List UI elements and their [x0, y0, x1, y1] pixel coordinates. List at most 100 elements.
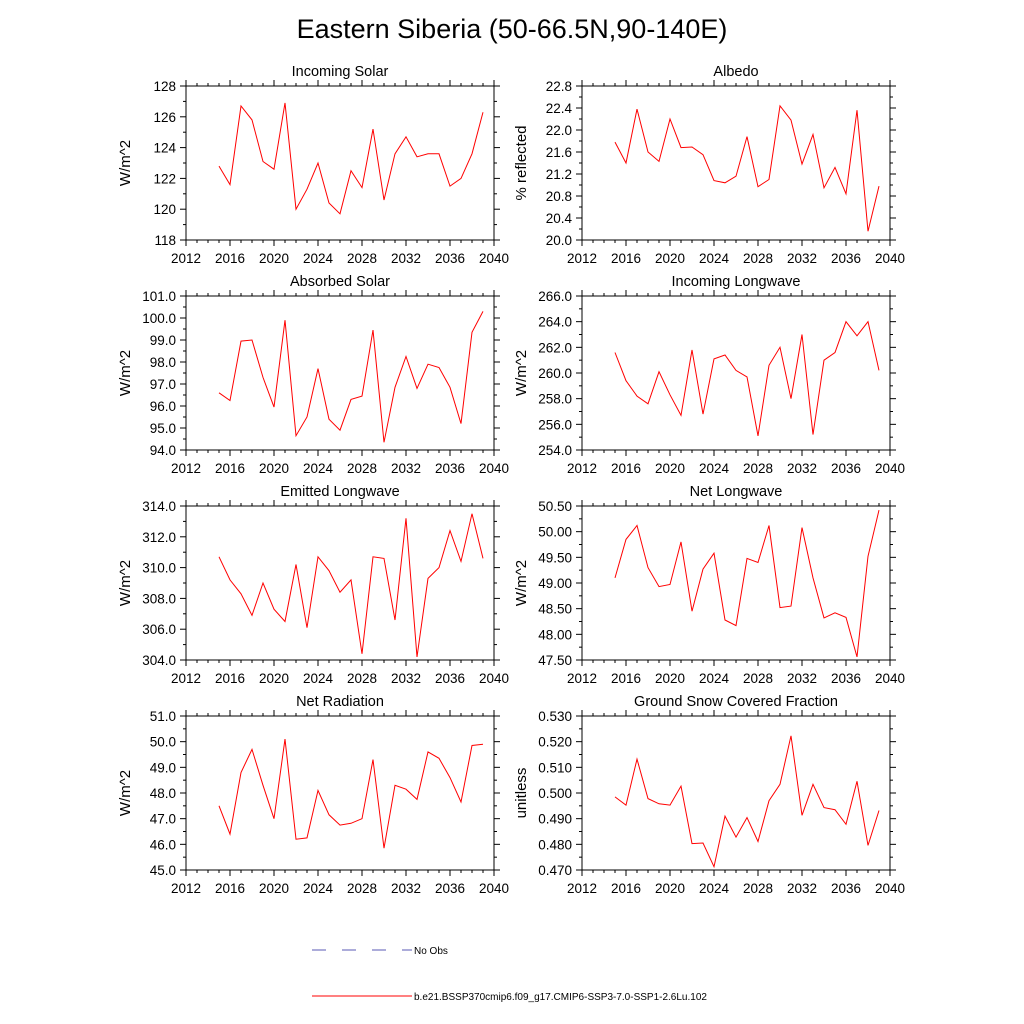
y-tick-label: 304.0	[142, 653, 176, 668]
x-tick-label: 2036	[435, 671, 465, 686]
y-tick-label: 258.0	[538, 392, 572, 407]
panel-2: Albedo % reflected 2012 2016 2020 2024 2028 203…	[513, 64, 905, 266]
x-tick-label: 2012	[567, 671, 597, 686]
x-tick-label: 2040	[479, 461, 509, 476]
y-axis-label: % reflected	[513, 125, 530, 200]
x-tick-label: 2036	[831, 251, 861, 266]
y-tick-label: 47.50	[538, 653, 572, 668]
x-tick-label: 2040	[479, 881, 509, 896]
y-tick-label: 47.0	[150, 812, 176, 827]
panel-title: Emitted Longwave	[280, 484, 399, 500]
x-tick-label: 2016	[215, 881, 245, 896]
panel-title: Absorbed Solar	[290, 274, 390, 290]
x-tick-label: 2036	[435, 251, 465, 266]
x-tick-label: 2024	[303, 671, 334, 686]
x-tick-label: 2024	[699, 671, 730, 686]
x-tick-label: 2012	[171, 461, 201, 476]
x-tick-label: 2032	[787, 461, 817, 476]
y-tick-label: 50.0	[150, 735, 176, 750]
y-tick-label: 21.6	[546, 145, 572, 160]
x-tick-label: 2024	[303, 461, 334, 476]
y-tick-label: 20.8	[546, 189, 572, 204]
y-tick-label: 22.0	[546, 123, 572, 138]
x-tick-label: 2024	[699, 251, 730, 266]
legend-obs-label: No Obs	[414, 946, 448, 957]
y-axis-label: W/m^2	[117, 140, 134, 186]
x-tick-label: 2028	[743, 881, 773, 896]
y-tick-label: 0.510	[538, 760, 572, 775]
x-tick-label: 2012	[171, 251, 201, 266]
y-axis-label: W/m^2	[117, 770, 134, 816]
panel-4: Incoming Longwave W/m^2 2012 2016 2020 2024 20…	[513, 274, 905, 476]
plot-frame	[581, 85, 891, 241]
panel-title: Ground Snow Covered Fraction	[634, 694, 838, 710]
x-tick-label: 2028	[743, 671, 773, 686]
x-tick-label: 2012	[567, 881, 597, 896]
x-tick-label: 2012	[171, 881, 201, 896]
x-tick-label: 2032	[391, 461, 421, 476]
x-tick-label: 2016	[611, 881, 641, 896]
x-tick-label: 2020	[655, 461, 685, 476]
x-tick-label: 2036	[435, 881, 465, 896]
y-tick-label: 98.0	[150, 355, 176, 370]
y-tick-label: 20.0	[546, 233, 572, 248]
y-tick-label: 0.530	[538, 709, 572, 724]
panel-3: Absorbed Solar W/m^2 2012 2016 2020 2024 2028 2…	[117, 274, 509, 476]
plot-frame	[185, 85, 495, 241]
x-tick-label: 2040	[875, 461, 905, 476]
y-tick-label: 262.0	[538, 340, 572, 355]
series-line	[218, 739, 484, 849]
y-tick-label: 126	[153, 110, 176, 125]
y-axis-label: W/m^2	[513, 560, 530, 606]
y-tick-label: 124	[153, 141, 176, 156]
y-tick-label: 22.4	[546, 101, 573, 116]
x-tick-label: 2020	[259, 671, 289, 686]
x-tick-label: 2016	[215, 251, 245, 266]
x-tick-label: 2028	[347, 671, 377, 686]
x-tick-label: 2020	[655, 881, 685, 896]
y-tick-label: 306.0	[142, 622, 176, 637]
panel-title: Incoming Solar	[292, 64, 389, 80]
y-axis-label: W/m^2	[513, 350, 530, 396]
series-line	[218, 311, 484, 443]
panel-title: Albedo	[713, 64, 758, 80]
plot-frame	[581, 715, 891, 871]
plot-frame	[581, 295, 891, 451]
panel-1: Incoming Solar W/m^2 2012 2016 2020 2024 2028 2…	[117, 64, 509, 266]
series-line	[614, 320, 880, 436]
y-tick-label: 97.0	[150, 377, 176, 392]
y-tick-label: 0.490	[538, 812, 572, 827]
x-tick-label: 2036	[831, 881, 861, 896]
x-tick-label: 2032	[391, 671, 421, 686]
legend-model-label: b.e21.BSSP370cmip6.f09_g17.CMIP6-SSP3-7.…	[414, 992, 707, 1003]
x-tick-label: 2036	[831, 671, 861, 686]
y-tick-label: 48.50	[538, 602, 572, 617]
series-line	[614, 104, 880, 232]
x-tick-label: 2024	[303, 251, 334, 266]
x-tick-label: 2024	[303, 881, 334, 896]
y-tick-label: 46.0	[150, 837, 176, 852]
plot-frame	[185, 715, 495, 871]
x-tick-label: 2032	[787, 881, 817, 896]
y-tick-label: 49.00	[538, 576, 572, 591]
y-tick-label: 0.470	[538, 863, 572, 878]
y-tick-label: 256.0	[538, 417, 572, 432]
x-tick-label: 2016	[611, 461, 641, 476]
y-tick-label: 128	[153, 79, 176, 94]
x-tick-label: 2016	[215, 671, 245, 686]
panel-8: Ground Snow Covered Fraction unitless 2012…	[513, 694, 905, 896]
x-tick-label: 2032	[787, 671, 817, 686]
y-tick-label: 21.2	[546, 167, 572, 182]
y-tick-label: 48.0	[150, 786, 176, 801]
y-tick-label: 94.0	[150, 443, 176, 458]
y-tick-label: 49.0	[150, 760, 176, 775]
x-tick-label: 2040	[875, 881, 905, 896]
y-tick-label: 118	[154, 233, 176, 248]
x-tick-label: 2020	[259, 461, 289, 476]
x-tick-label: 2040	[875, 671, 905, 686]
x-tick-label: 2016	[215, 461, 245, 476]
x-tick-label: 2036	[831, 461, 861, 476]
series-line	[218, 513, 484, 657]
